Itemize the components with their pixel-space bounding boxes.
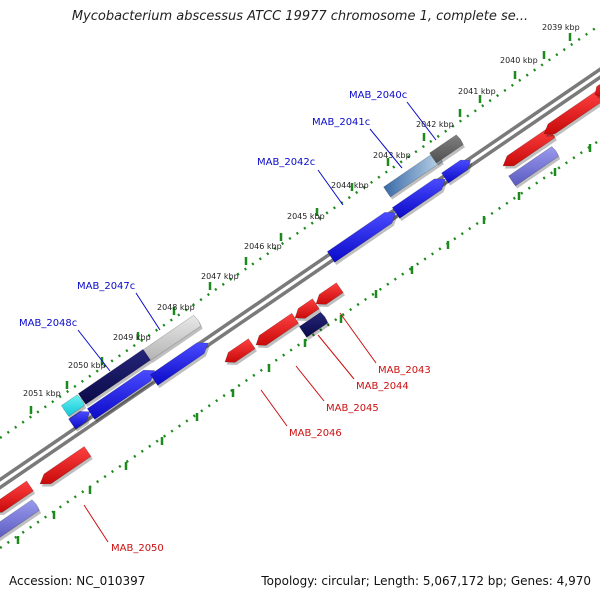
genome-summary-text: Topology: circular; Length: 5,067,172 bp…: [261, 574, 591, 588]
gene-label-mab-2043[interactable]: MAB_2043: [378, 365, 431, 376]
tick-label: 2044 kbp: [331, 181, 369, 190]
tick-label: 2047 kbp: [201, 272, 239, 281]
tick-label: 2046 kbp: [244, 242, 282, 251]
gene-arrow-right-a[interactable]: [502, 127, 556, 167]
gene-arrow-mab-2043[interactable]: [315, 282, 344, 305]
gene-arrow-mab-2041c[interactable]: [391, 178, 446, 219]
gene-arrow-mab-2045[interactable]: [255, 312, 299, 346]
gene-label-mab-2048c[interactable]: MAB_2048c: [19, 318, 77, 329]
leader-mab-2043: [339, 312, 377, 364]
map-title: Mycobacterium abscessus ATCC 19977 chrom…: [71, 9, 529, 24]
gene-arrow-mab-2046[interactable]: [224, 338, 256, 363]
gene-arrow-mab-2049c[interactable]: [68, 411, 91, 430]
tick-label: 2041 kbp: [458, 87, 496, 96]
gene-label-mab-2040c[interactable]: MAB_2040c: [349, 90, 407, 101]
leader-mab-2047c: [135, 292, 161, 331]
gene-block-navy-small[interactable]: [298, 311, 329, 338]
outer-tick-track: [0, 23, 600, 440]
gene-arrow-right-b[interactable]: [543, 90, 600, 135]
leader-mab-2050: [83, 504, 109, 543]
gene-label-mab-2046[interactable]: MAB_2046: [289, 428, 342, 439]
gene-arrow-mab-2050[interactable]: [39, 446, 92, 485]
gene-arrow-left-edge[interactable]: [0, 480, 34, 513]
tick-label: 2045 kbp: [287, 212, 325, 221]
tick-label: 2049 kbp: [113, 333, 151, 342]
leader-mab-2042c: [317, 169, 344, 206]
gene-label-mab-2050[interactable]: MAB_2050: [111, 543, 164, 554]
inner-tick-track: [0, 138, 600, 550]
leader-mab-2040c: [406, 101, 437, 141]
tick-label: 2051 kbp: [23, 389, 61, 398]
tick-label: 2039 kbp: [542, 23, 580, 32]
leader-mab-2045: [295, 365, 325, 402]
tick-label: 2040 kbp: [500, 56, 538, 65]
gene-block-silver[interactable]: [142, 314, 202, 361]
gene-label-mab-2047c[interactable]: MAB_2047c: [77, 281, 135, 292]
gene-label-mab-2042c[interactable]: MAB_2042c: [257, 157, 315, 168]
tick-label: 2048 kbp: [157, 303, 195, 312]
leader-mab-2044: [317, 334, 355, 380]
gene-label-mab-2041c[interactable]: MAB_2041c: [312, 117, 370, 128]
gene-arrow-mab-2044[interactable]: [294, 298, 320, 319]
gene-block-gray[interactable]: [429, 134, 464, 164]
leader-mab-2041c: [369, 128, 403, 169]
gene-arrow-mab-2042c[interactable]: [326, 212, 397, 263]
gene-label-mab-2044[interactable]: MAB_2044: [356, 381, 409, 392]
leader-mab-2048c: [77, 329, 111, 372]
gene-block-cyan[interactable]: [60, 394, 85, 417]
tick-label: 2042 kbp: [416, 120, 454, 129]
leader-mab-2046: [260, 389, 288, 427]
gene-label-mab-2045[interactable]: MAB_2045: [326, 403, 379, 414]
gene-arrow-mab-2047c[interactable]: [149, 342, 209, 386]
gene-arrow-right-edge[interactable]: [594, 77, 600, 97]
backbone-line: [0, 67, 600, 482]
gene-arrow-mab-2040c[interactable]: [441, 159, 472, 184]
accession-text: Accession: NC_010397: [9, 574, 146, 588]
backbone-line: [0, 75, 600, 490]
tick-label: 2050 kbp: [68, 361, 106, 370]
gene-block-lavender-left[interactable]: [0, 499, 40, 541]
gene-block-lavender-right[interactable]: [508, 146, 559, 187]
